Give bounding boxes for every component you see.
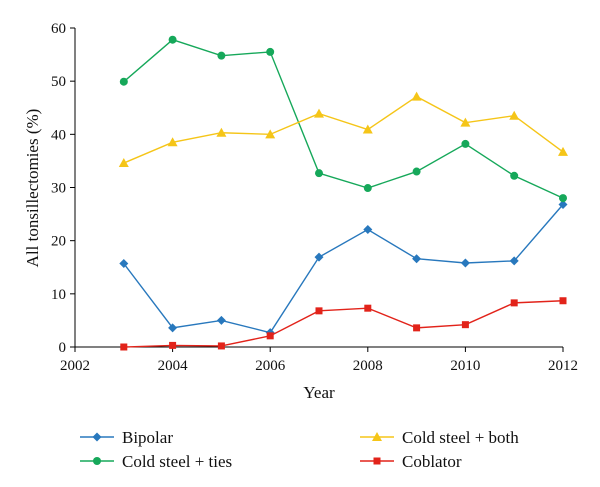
legend-item: Cold steel + ties [80, 452, 232, 471]
x-ticks: 2002 2004 2006 2008 2010 2012 [60, 347, 578, 374]
data-point-square [559, 297, 567, 305]
data-point-square [461, 321, 469, 329]
series-line [123, 38, 564, 199]
data-point-triangle [460, 117, 471, 127]
data-point-square [510, 299, 518, 307]
series-cold-steel-both [118, 91, 568, 168]
legend-label: Cold steel + ties [122, 452, 232, 471]
y-tick-label: 50 [51, 74, 66, 90]
y-tick-label: 20 [51, 234, 66, 250]
data-point-circle [412, 167, 421, 176]
series-line [123, 95, 564, 164]
y-tick-label: 0 [59, 340, 67, 356]
data-point-diamond [119, 259, 129, 269]
legend-swatch-marker [93, 457, 101, 465]
data-point-diamond [412, 254, 422, 264]
x-tick-label: 2008 [353, 358, 383, 374]
legend-swatch-marker [372, 432, 382, 441]
legend-swatch-marker [92, 432, 102, 442]
axes: 0 10 20 30 40 50 60 2002 2004 2006 2008 2010 2012 [51, 21, 578, 374]
legend-item: Coblator [360, 452, 462, 471]
data-point-circle [217, 51, 226, 60]
series-line [123, 300, 564, 348]
data-point-circle [363, 184, 372, 193]
data-point-triangle [362, 124, 373, 134]
series-coblator [120, 297, 567, 351]
x-tick-label: 2004 [158, 358, 189, 374]
data-point-triangle [167, 137, 178, 147]
data-point-circle [168, 35, 177, 44]
legend-label: Coblator [402, 452, 462, 471]
data-point-triangle [265, 129, 276, 139]
legend: Bipolar Cold steel + ties Cold steel + bot… [80, 428, 519, 471]
data-point-square [169, 341, 177, 349]
data-point-circle [266, 47, 275, 56]
y-ticks: 0 10 20 30 40 50 60 [51, 21, 75, 356]
data-point-square [120, 343, 128, 351]
data-point-triangle [411, 91, 422, 101]
y-tick-label: 10 [51, 287, 66, 303]
data-point-circle [461, 139, 470, 148]
data-point-diamond [168, 323, 178, 333]
legend-label: Bipolar [122, 428, 173, 447]
data-point-circle [510, 171, 519, 180]
data-point-square [413, 324, 421, 332]
data-point-square [217, 342, 225, 350]
data-point-triangle [216, 127, 227, 137]
data-point-diamond [460, 258, 470, 268]
series-cold-steel-ties [119, 35, 567, 203]
data-point-diamond [363, 225, 373, 235]
data-point-circle [119, 77, 128, 86]
data-point-triangle [314, 108, 324, 118]
y-tick-label: 30 [51, 181, 66, 197]
data-point-square [266, 332, 274, 340]
legend-item: Bipolar [80, 428, 173, 447]
x-tick-label: 2012 [548, 358, 578, 374]
data-point-diamond [509, 256, 519, 266]
legend-swatch-marker [373, 457, 381, 465]
x-tick-label: 2010 [450, 358, 480, 374]
plot-area [118, 35, 568, 351]
data-point-diamond [216, 315, 226, 325]
data-point-circle [559, 194, 567, 203]
data-point-circle [315, 169, 323, 178]
x-tick-label: 2006 [255, 358, 286, 374]
data-point-triangle [509, 110, 520, 120]
data-point-diamond [558, 200, 568, 210]
series-line [123, 204, 564, 334]
legend-label: Cold steel + both [402, 428, 519, 447]
y-axis-title: All tonsillectomies (%) [23, 109, 42, 268]
data-point-triangle [118, 158, 129, 168]
data-point-triangle [558, 146, 568, 156]
data-point-square [364, 304, 372, 312]
data-point-square [315, 307, 323, 315]
series-bipolar [119, 200, 568, 338]
x-tick-label: 2002 [60, 358, 90, 374]
x-axis-title: Year [303, 383, 335, 402]
legend-item: Cold steel + both [360, 428, 519, 447]
data-point-diamond [314, 252, 324, 262]
y-tick-label: 60 [51, 21, 66, 37]
y-tick-label: 40 [51, 127, 66, 143]
